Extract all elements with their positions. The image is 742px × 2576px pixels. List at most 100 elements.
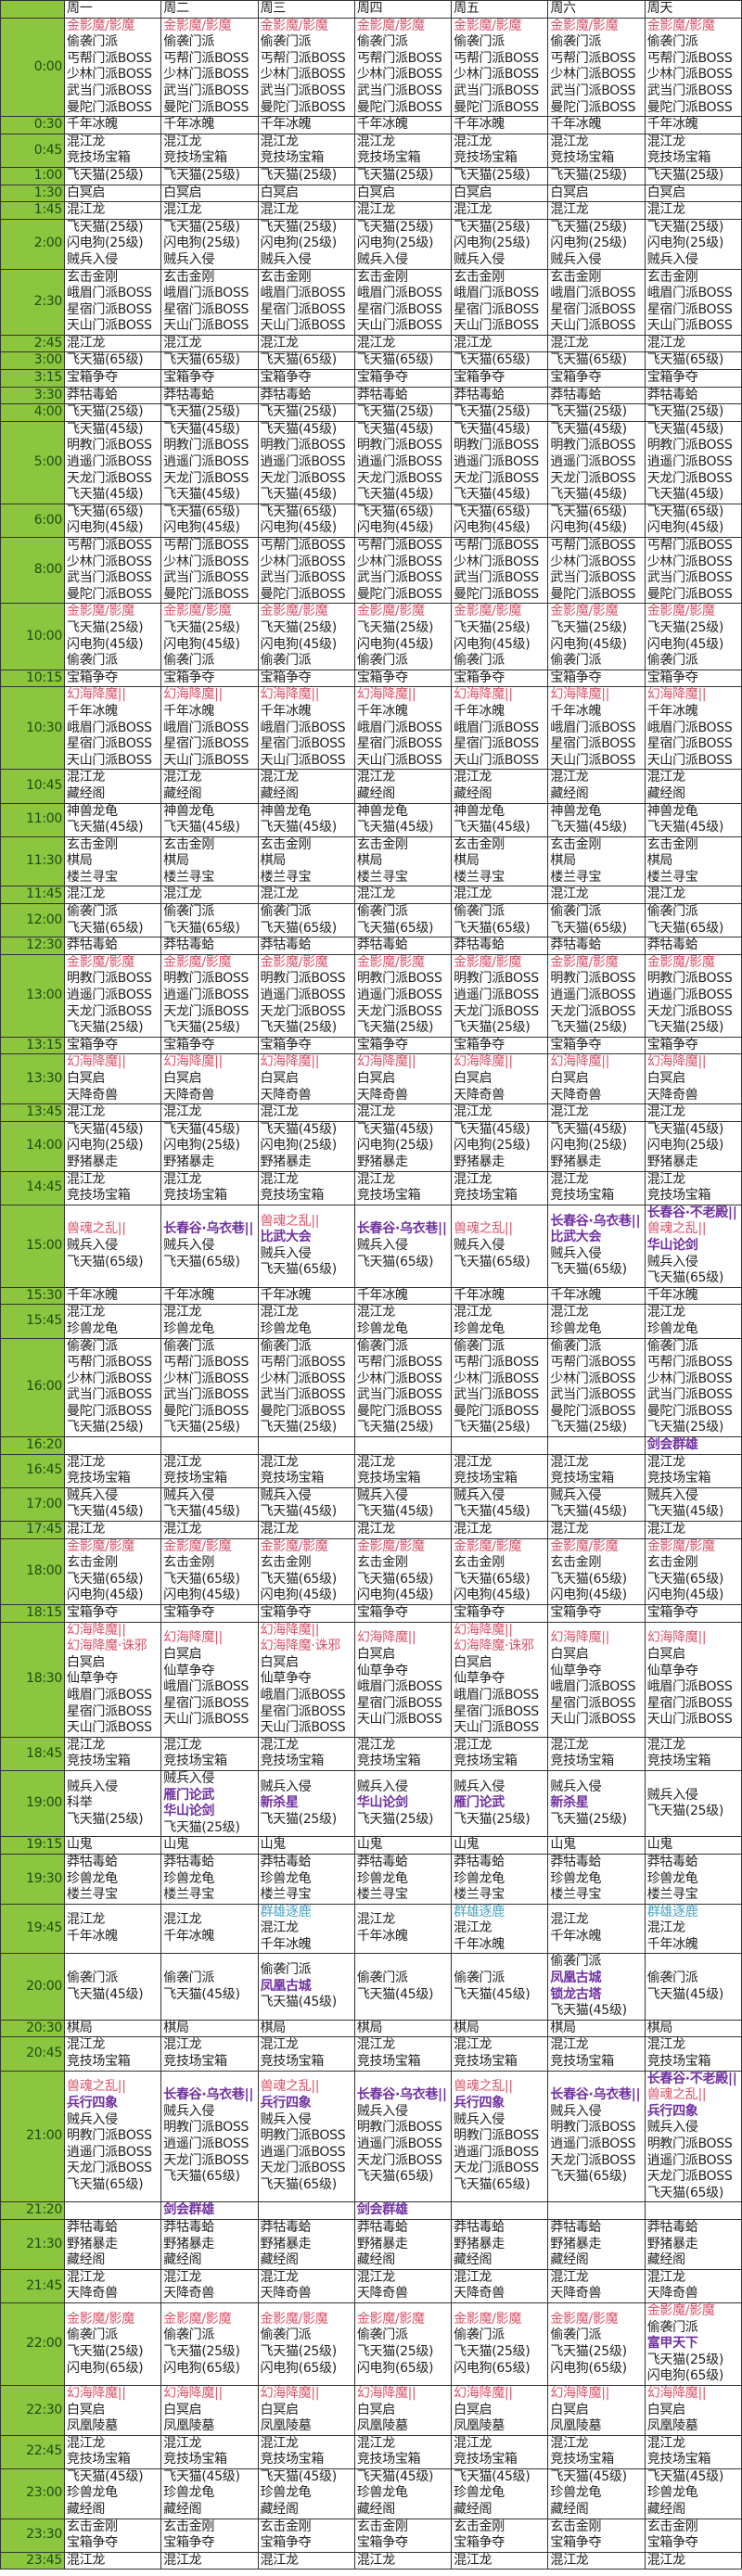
activity-item: 闪电狗(45级) xyxy=(646,520,724,536)
activity-item: 天山门派BOSS xyxy=(454,1720,539,1736)
activity-item: 飞天猫(45级) xyxy=(260,820,338,835)
activity-item: 飞天猫(45级) xyxy=(550,820,627,835)
table-row: 13:45 混江龙 混江龙 混江龙 混江龙 混江龙 混江龙 混江龙 xyxy=(0,1103,742,1122)
activity-item: 珍兽龙龟 xyxy=(646,2485,698,2501)
activity-item: 曼陀门派BOSS xyxy=(67,586,152,602)
activity-item: 贼兵入侵 xyxy=(356,1487,408,1503)
activity-item: 混江龙 xyxy=(550,134,589,149)
activity-item: 白冥启 xyxy=(550,2402,589,2417)
schedule-cell: 混江龙 竞技场宝箱 xyxy=(451,1453,549,1488)
schedule-cell: 飞天猫(45级) 明教门派BOSS 逍遥门派BOSS 天龙门派BOSS 飞天猫(45级) xyxy=(451,420,549,504)
activity-item: 逍遥门派BOSS xyxy=(550,454,636,470)
activity-item: 飞天猫(65级) xyxy=(454,2176,531,2192)
activity-item: 金影魔/影魔 xyxy=(67,604,134,619)
schedule-cell: 飞天猫(45级) 闪电狗(25级) 野猪暴走 xyxy=(63,1120,162,1172)
schedule-cell: 混江龙 xyxy=(353,1103,453,1122)
activity-item: 竞技场宝箱 xyxy=(646,2054,711,2070)
time-cell: 16:00 xyxy=(0,1337,65,1438)
schedule-cell: 混江龙 珍兽龙龟 xyxy=(451,1304,549,1339)
activity-item: 偷袭门派 xyxy=(356,1970,408,1986)
activity-item: 幻海降魔|| xyxy=(646,1630,707,1646)
activity-item: 混江龙 xyxy=(260,2552,299,2568)
schedule-cell: 贼兵入侵 飞天猫(45级) xyxy=(257,1486,355,1523)
activity-item: 竞技场宝箱 xyxy=(67,2054,131,2070)
activity-item: 天山门派BOSS xyxy=(260,318,346,334)
activity-item: 飞天猫(25级) xyxy=(67,219,144,235)
activity-item: 莽牯毒蛤 xyxy=(163,1854,215,1869)
schedule-cell: 金影魔/影魔 偷袭门派 丐帮门派BOSS 少林门派BOSS 武当门派BOSS 曼陀门派BO… xyxy=(353,17,453,118)
schedule-cell: 山鬼 xyxy=(353,1836,453,1855)
activity-item: 混江龙 xyxy=(646,770,685,785)
activity-item: 千年冰魄 xyxy=(260,703,312,719)
schedule-cell: 幻海降魔|| 白冥启 天降奇兽 xyxy=(451,1053,549,1105)
schedule-cell: 混江龙 xyxy=(547,1103,646,1122)
time-cell: 10:45 xyxy=(0,769,65,804)
schedule-cell: 棋局 xyxy=(160,2019,259,2038)
schedule-cell: 金影魔/影魔 飞天猫(25级) 闪电狗(45级) 偷袭门派 xyxy=(644,603,742,670)
activity-item: 混江龙 xyxy=(454,2552,493,2568)
time-cell: 2:00 xyxy=(0,218,65,270)
activity-item: 飞天猫(65级) xyxy=(67,920,144,936)
activity-item: 宝箱争夺 xyxy=(454,1605,505,1620)
activity-item: 珍兽龙龟 xyxy=(163,1870,215,1886)
schedule-cell: 飞天猫(45级) 闪电狗(25级) 野猪暴走 xyxy=(451,1120,549,1172)
activity-item: 莽牯毒蛤 xyxy=(356,2219,408,2235)
schedule-cell: 飞天猫(25级) 闪电狗(25级) 贼兵入侵 xyxy=(644,218,742,270)
schedule-cell: 玄击金刚 棋局 楼兰寻宝 xyxy=(353,835,453,887)
activity-item: 长春谷·不老殿|| xyxy=(646,2071,737,2086)
activity-item: 混江龙 xyxy=(356,335,395,351)
activity-item: 天山门派BOSS xyxy=(260,1720,346,1736)
activity-item: 比武大会 xyxy=(260,1230,312,1245)
activity-item: 偷袭门派 xyxy=(260,1962,312,1978)
activity-item: 偷袭门派 xyxy=(260,2327,312,2343)
activity-item: 竞技场宝箱 xyxy=(67,1753,131,1769)
activity-item: 混江龙 xyxy=(260,2037,299,2053)
activity-item: 偷袭门派 xyxy=(646,1338,698,1354)
activity-item: 宝箱争夺 xyxy=(356,1605,408,1620)
activity-item: 飞天猫(25级) xyxy=(356,1811,434,1827)
activity-item: 混江龙 xyxy=(646,2269,685,2285)
activity-item: 飞天猫(45级) xyxy=(646,421,724,437)
activity-item: 飞天猫(45级) xyxy=(356,421,434,437)
schedule-cell: 混江龙 xyxy=(547,1521,646,1539)
activity-item: 混江龙 xyxy=(646,134,685,149)
activity-item: 千年冰魄 xyxy=(356,1929,408,1945)
schedule-cell: 偷袭门派 飞天猫(65级) xyxy=(547,903,646,938)
schedule-cell: 宝箱争夺 xyxy=(160,1036,259,1055)
activity-item: 混江龙 xyxy=(67,2269,106,2285)
activity-item: 闪电狗(25级) xyxy=(646,236,724,251)
activity-item: 混江龙 xyxy=(163,202,202,218)
activity-item: 少林门派BOSS xyxy=(260,67,346,83)
activity-item: 偷袭门派 xyxy=(454,34,505,50)
schedule-cell: 幻海降魔|| 千年冰魄 峨眉门派BOSS 星宿门派BOSS 天山门派BOSS xyxy=(257,686,355,771)
time-cell: 0:30 xyxy=(0,116,65,134)
schedule-cell: 飞天猫(45级) 闪电狗(25级) 野猪暴走 xyxy=(547,1120,646,1172)
activity-item: 飞天猫(25级) xyxy=(356,1020,434,1036)
activity-item: 混江龙 xyxy=(454,1522,493,1537)
activity-item: 藏经阁 xyxy=(454,2252,493,2268)
activity-item: 明教门派BOSS xyxy=(356,2120,442,2136)
activity-item: 曼陀门派BOSS xyxy=(260,99,346,115)
activity-item: 竞技场宝箱 xyxy=(646,1471,711,1486)
time-cell: 17:45 xyxy=(0,1521,65,1539)
activity-item: 天山门派BOSS xyxy=(356,318,442,334)
schedule-cell: 白冥启 xyxy=(353,184,453,203)
activity-item: 混江龙 xyxy=(67,1522,106,1537)
activity-item: 贼兵入侵 xyxy=(454,251,505,267)
activity-item: 金影魔/影魔 xyxy=(550,1538,619,1554)
time-cell: 10:00 xyxy=(0,603,65,670)
schedule-cell: 混江龙 竞技场宝箱 xyxy=(160,2434,259,2469)
activity-item: 宝箱争夺 xyxy=(67,2535,118,2551)
activity-item: 竞技场宝箱 xyxy=(356,1188,421,1204)
activity-item: 白冥启 xyxy=(163,185,202,200)
activity-item: 峨眉门派BOSS xyxy=(67,720,152,735)
table-row: 19:45 混江龙 千年冰魄 混江龙 千年冰魄 群雄逐鹿 混江龙 千年冰魄 混江龙 千年冰魄 群雄逐… xyxy=(0,1903,742,1955)
schedule-cell: 飞天猫(65级) xyxy=(547,351,646,371)
activity-item: 兵行四象 xyxy=(454,2096,505,2111)
time-cell: 11:00 xyxy=(0,802,65,837)
schedule-cell: 飞天猫(45级) 珍兽龙龟 藏经阁 xyxy=(451,2468,549,2519)
schedule-cell: 飞天猫(25级) xyxy=(353,166,453,185)
schedule-cell: 贼兵入侵 飞天猫(25级) xyxy=(644,1769,742,1838)
schedule-cell: 混江龙 竞技场宝箱 xyxy=(257,133,355,168)
activity-item: 白冥启 xyxy=(67,185,106,200)
